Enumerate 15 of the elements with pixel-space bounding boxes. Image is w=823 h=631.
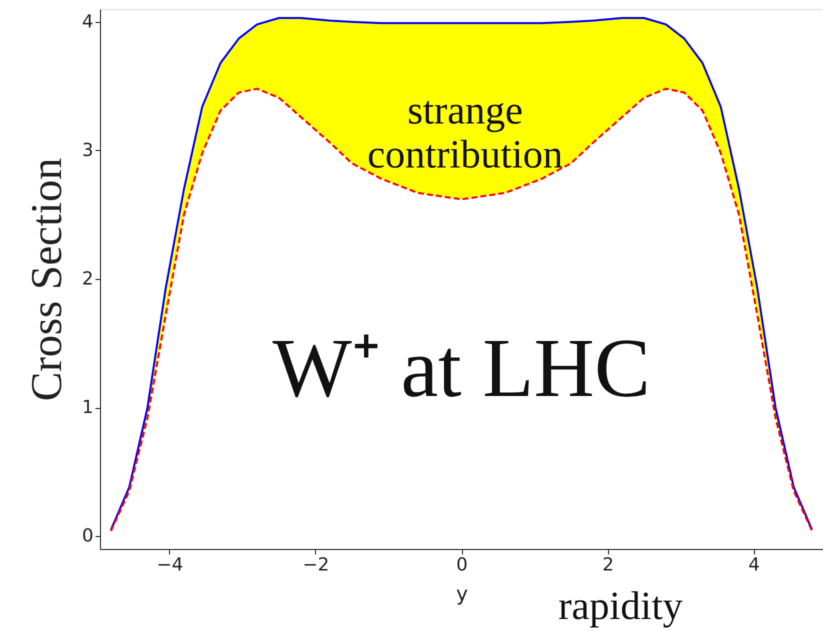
y-tick-label: 4 [82,11,94,32]
y-axis-title: Cross Section [22,158,72,402]
y-tick-label: 0 [82,526,94,547]
x-tick-label: 4 [748,554,760,576]
x-tick-label: 2 [602,554,614,576]
y-tick-label: 3 [82,140,94,161]
x-tick-label: 0 [456,554,468,576]
annotation: strange contribution [367,88,563,177]
y-tick-label: 2 [82,268,94,290]
annotation: W⁺ at LHC [272,322,650,415]
x-tick-label: −4 [156,554,184,576]
x-tick-label: −2 [302,554,330,576]
x-axis-title: y [456,582,468,606]
y-tick-label: 1 [82,397,94,418]
text: rapidity [558,583,683,628]
